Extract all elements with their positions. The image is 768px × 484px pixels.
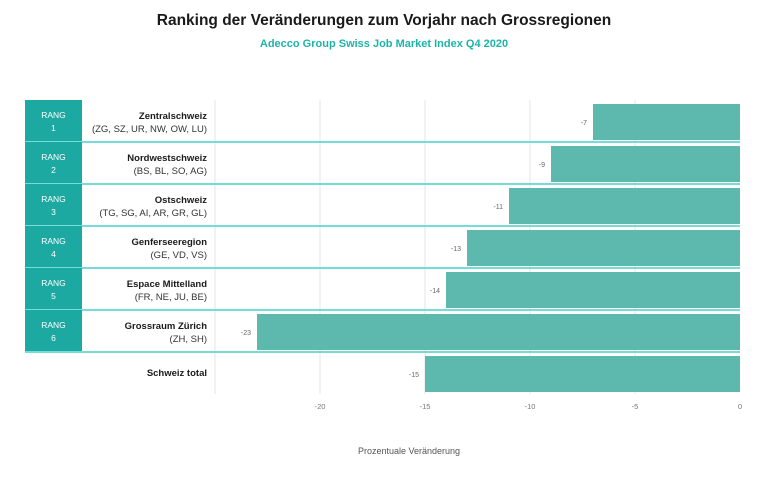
region-name: Ostschweiz <box>155 195 208 206</box>
region-name: Grossraum Zürich <box>125 321 208 332</box>
data-label: -15 <box>409 372 419 379</box>
rank-number: 6 <box>51 333 56 343</box>
rank-number: 3 <box>51 207 56 217</box>
region-name: Espace Mittelland <box>127 279 207 290</box>
region-name: Zentralschweiz <box>139 111 207 122</box>
rank-cell <box>25 142 82 183</box>
rank-number: 4 <box>51 249 56 259</box>
x-tick-label: -20 <box>315 402 326 411</box>
data-label: -14 <box>430 288 440 295</box>
x-tick-label: -5 <box>632 402 639 411</box>
rank-cell <box>25 100 82 141</box>
region-name: Nordwestschweiz <box>127 153 207 164</box>
bar <box>425 356 740 392</box>
chart-title: Ranking der Veränderungen zum Vorjahr na… <box>156 12 612 29</box>
rank-cell <box>25 226 82 267</box>
bar <box>467 230 740 266</box>
data-label: -13 <box>451 246 461 253</box>
data-label: -11 <box>493 204 503 211</box>
rank-cell <box>25 268 82 309</box>
x-tick-label: -15 <box>420 402 431 411</box>
region-name: Genferseeregion <box>132 237 208 248</box>
bar <box>446 272 740 308</box>
x-tick-label: 0 <box>738 402 742 411</box>
rank-label: RANG <box>41 278 66 288</box>
region-cantons: (TG, SG, AI, AR, GR, GL) <box>99 208 207 219</box>
rank-label: RANG <box>41 152 66 162</box>
rank-number: 5 <box>51 291 56 301</box>
data-label: -7 <box>581 120 587 127</box>
rank-label: RANG <box>41 194 66 204</box>
rank-label: RANG <box>41 236 66 246</box>
bar <box>551 146 740 182</box>
rank-number: 2 <box>51 165 56 175</box>
region-cantons: (ZG, SZ, UR, NW, OW, LU) <box>92 124 207 135</box>
data-label: -9 <box>539 162 545 169</box>
region-cantons: (GE, VD, VS) <box>151 250 207 261</box>
data-label: -23 <box>241 330 251 337</box>
bar <box>509 188 740 224</box>
rank-label: RANG <box>41 320 66 330</box>
x-tick-label: -10 <box>525 402 536 411</box>
rank-cell <box>25 310 82 351</box>
chart-subtitle: Adecco Group Swiss Job Market Index Q4 2… <box>259 38 509 50</box>
region-cantons: (BS, BL, SO, AG) <box>134 166 207 177</box>
rank-cell <box>25 184 82 225</box>
region-name: Schweiz total <box>147 368 207 379</box>
rank-label: RANG <box>41 110 66 120</box>
region-cantons: (ZH, SH) <box>170 334 207 345</box>
bar <box>257 314 740 350</box>
x-axis-label: Prozentuale Veränderung <box>357 446 461 456</box>
rank-number: 1 <box>51 123 56 133</box>
bar <box>593 104 740 140</box>
region-cantons: (FR, NE, JU, BE) <box>135 292 207 303</box>
